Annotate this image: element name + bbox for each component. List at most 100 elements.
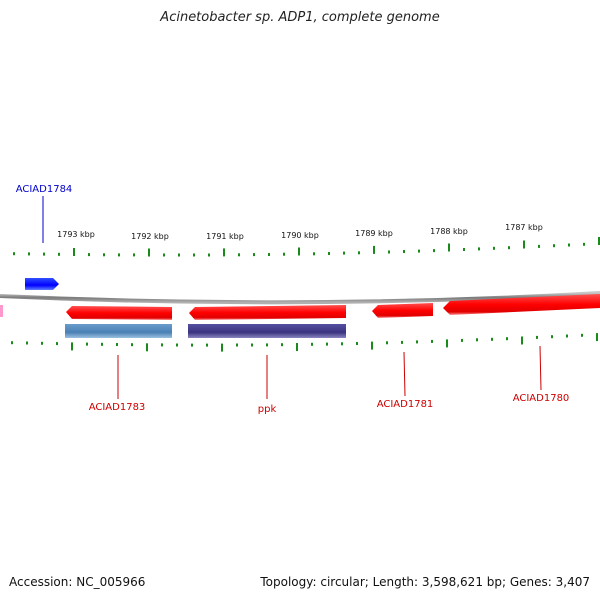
scale-tick-minor	[191, 343, 193, 347]
scale-tick-minor	[268, 253, 270, 256]
scale-tick-minor	[566, 334, 568, 338]
scale-tick-minor	[431, 339, 433, 343]
gene-label-ppk[interactable]: ppk	[258, 404, 277, 415]
scale-tick-minor	[11, 341, 13, 345]
scale-tick-minor	[131, 343, 133, 347]
gene-label-aciad1784[interactable]: ACIAD1784	[16, 184, 73, 195]
scale-tick-minor	[433, 249, 435, 253]
scale-tick-minor	[508, 246, 510, 250]
scale-tick-minor	[493, 246, 495, 250]
gene-arrow-aciad1783[interactable]	[66, 306, 172, 320]
scale-tick-minor	[356, 342, 358, 345]
scale-tick-major	[298, 247, 300, 256]
scale-tick-minor	[478, 247, 480, 251]
scale-tick-minor	[161, 343, 163, 347]
partial-gene-feature[interactable]	[0, 305, 3, 317]
scale-tick-major	[221, 343, 223, 352]
scale-tick-minor	[86, 342, 88, 346]
kbp-label: 1791 kbp	[206, 232, 244, 241]
scale-tick-minor	[236, 343, 238, 347]
scale-tick-minor	[313, 252, 315, 256]
scale-tick-minor	[341, 342, 343, 346]
label-line-aciad1780	[539, 345, 542, 391]
kbp-label: 1787 kbp	[505, 223, 543, 232]
scale-tick-minor	[43, 252, 45, 256]
scale-tick-major	[446, 339, 448, 348]
accession-text: Accession: NC_005966	[9, 575, 146, 589]
scale-tick-minor	[28, 252, 30, 256]
scale-tick-minor	[416, 340, 418, 344]
scale-tick-minor	[26, 341, 28, 345]
scale-tick-minor	[178, 253, 180, 257]
scale-tick-minor	[101, 342, 103, 346]
scale-tick-major	[373, 245, 375, 254]
scale-tick-major	[523, 240, 525, 249]
scale-tick-minor	[116, 343, 118, 346]
scale-tick-minor	[403, 250, 405, 253]
gene-label-aciad1783[interactable]: ACIAD1783	[89, 402, 146, 413]
scale-tick-minor	[343, 251, 345, 255]
scale-tick-minor	[326, 342, 328, 346]
scale-tick-minor	[163, 253, 165, 257]
scale-tick-minor	[283, 252, 285, 256]
scale-tick-minor	[253, 253, 255, 257]
scale-tick-major	[371, 341, 373, 350]
scale-tick-minor	[551, 335, 553, 339]
scale-ticks-top	[13, 237, 600, 257]
scale-tick-minor	[401, 340, 403, 344]
gene-arrow-aciad1781[interactable]	[372, 303, 433, 318]
scale-tick-major	[223, 248, 225, 257]
scale-tick-major	[71, 342, 73, 351]
scale-tick-minor	[88, 253, 90, 257]
scale-tick-minor	[56, 342, 58, 346]
scale-tick-minor	[328, 252, 330, 255]
scale-tick-minor	[281, 343, 283, 347]
scale-tick-minor	[118, 253, 120, 257]
scale-tick-minor	[266, 343, 268, 347]
kbp-label: 1790 kbp	[281, 231, 319, 240]
gene-product-aciad1783[interactable]	[65, 324, 172, 338]
scale-tick-minor	[581, 333, 583, 337]
topology-text: Topology: circular; Length: 3,598,621 bp…	[260, 575, 590, 589]
gene-arrow-aciad1784[interactable]	[25, 278, 59, 290]
gene-label-aciad1781[interactable]: ACIAD1781	[377, 399, 434, 410]
kbp-label: 1788 kbp	[430, 227, 468, 236]
scale-tick-major	[521, 336, 523, 345]
scale-tick-minor	[418, 249, 420, 253]
scale-tick-minor	[386, 341, 388, 345]
gene-label-aciad1780[interactable]: ACIAD1780	[513, 393, 570, 404]
scale-tick-minor	[13, 252, 15, 256]
scale-tick-minor	[41, 341, 43, 345]
scale-tick-minor	[193, 253, 195, 257]
scale-tick-major	[598, 237, 600, 245]
scale-tick-minor	[568, 243, 570, 247]
scale-tick-minor	[176, 343, 178, 347]
scale-tick-major	[596, 333, 598, 342]
kbp-label: 1793 kbp	[57, 230, 95, 239]
kbp-label: 1789 kbp	[355, 229, 393, 238]
scale-tick-major	[296, 343, 298, 351]
scale-tick-minor	[103, 253, 105, 257]
scale-tick-minor	[538, 244, 540, 248]
gene-arrow-aciad1780[interactable]	[443, 294, 600, 315]
scale-tick-minor	[206, 343, 208, 347]
label-line-aciad1781	[403, 351, 406, 397]
genome-title: Acinetobacter sp. ADP1, complete genome	[160, 10, 440, 25]
scale-tick-major	[448, 243, 450, 252]
scale-tick-major	[146, 343, 148, 352]
gene-product-ppk[interactable]	[188, 324, 346, 338]
scale-tick-minor	[251, 343, 253, 347]
scale-tick-minor	[358, 251, 360, 255]
scale-tick-minor	[311, 342, 313, 346]
kbp-label: 1792 kbp	[131, 232, 169, 241]
scale-tick-minor	[491, 337, 493, 341]
scale-tick-minor	[58, 252, 60, 256]
scale-tick-minor	[463, 248, 465, 251]
scale-tick-major	[73, 248, 75, 256]
scale-tick-major	[148, 248, 150, 257]
scale-tick-minor	[553, 244, 555, 248]
scale-ticks-bottom	[11, 333, 598, 352]
gene-arrow-ppk[interactable]	[189, 305, 346, 320]
